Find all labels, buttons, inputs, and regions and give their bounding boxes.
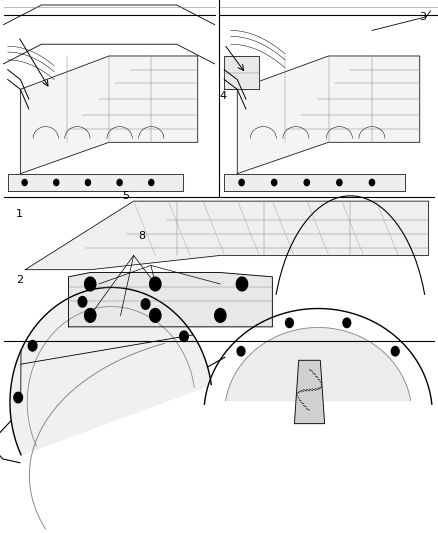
- Polygon shape: [224, 174, 405, 191]
- Circle shape: [237, 277, 247, 291]
- Circle shape: [150, 277, 161, 291]
- Circle shape: [141, 299, 150, 309]
- Circle shape: [14, 392, 22, 403]
- Circle shape: [239, 179, 244, 185]
- Circle shape: [304, 179, 309, 185]
- Circle shape: [337, 179, 342, 185]
- Circle shape: [392, 346, 399, 356]
- Circle shape: [215, 309, 226, 322]
- Circle shape: [180, 331, 188, 342]
- Circle shape: [343, 318, 351, 328]
- Polygon shape: [25, 201, 428, 270]
- Circle shape: [150, 309, 161, 322]
- Circle shape: [149, 180, 154, 185]
- Circle shape: [85, 277, 96, 291]
- Circle shape: [237, 346, 245, 356]
- Polygon shape: [21, 56, 198, 174]
- Polygon shape: [224, 56, 259, 90]
- Circle shape: [85, 180, 91, 185]
- Text: 8: 8: [138, 231, 145, 240]
- Circle shape: [117, 180, 122, 185]
- Circle shape: [54, 180, 59, 185]
- Text: 5: 5: [122, 191, 129, 201]
- Polygon shape: [68, 272, 272, 327]
- Circle shape: [272, 179, 277, 185]
- Circle shape: [22, 180, 27, 185]
- Polygon shape: [8, 174, 183, 191]
- Circle shape: [85, 309, 96, 322]
- Polygon shape: [10, 287, 211, 455]
- Text: 3: 3: [420, 12, 427, 22]
- Circle shape: [286, 318, 293, 328]
- Polygon shape: [226, 327, 411, 400]
- Circle shape: [369, 179, 374, 185]
- Text: 2: 2: [16, 275, 23, 285]
- Polygon shape: [237, 56, 420, 174]
- Circle shape: [78, 296, 87, 307]
- Circle shape: [28, 341, 37, 351]
- Text: 1: 1: [16, 209, 23, 219]
- Text: 4: 4: [220, 91, 227, 101]
- Polygon shape: [294, 360, 325, 424]
